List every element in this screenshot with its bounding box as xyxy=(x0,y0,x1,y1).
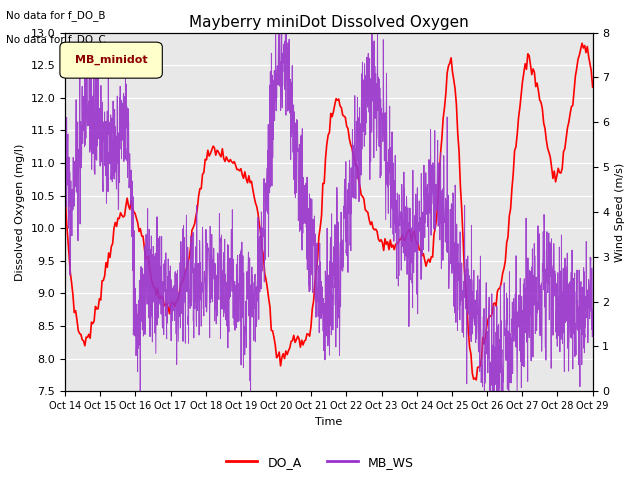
Y-axis label: Wind Speed (m/s): Wind Speed (m/s) xyxy=(615,162,625,262)
Text: No data for f_DO_B: No data for f_DO_B xyxy=(6,10,106,21)
Text: No data for f_DO_C: No data for f_DO_C xyxy=(6,34,106,45)
Y-axis label: Dissolved Oxygen (mg/l): Dissolved Oxygen (mg/l) xyxy=(15,143,25,281)
X-axis label: Time: Time xyxy=(315,417,342,427)
Legend: DO_A, MB_WS: DO_A, MB_WS xyxy=(221,451,419,474)
Title: Mayberry miniDot Dissolved Oxygen: Mayberry miniDot Dissolved Oxygen xyxy=(189,15,468,30)
Text: MB_minidot: MB_minidot xyxy=(75,55,147,65)
